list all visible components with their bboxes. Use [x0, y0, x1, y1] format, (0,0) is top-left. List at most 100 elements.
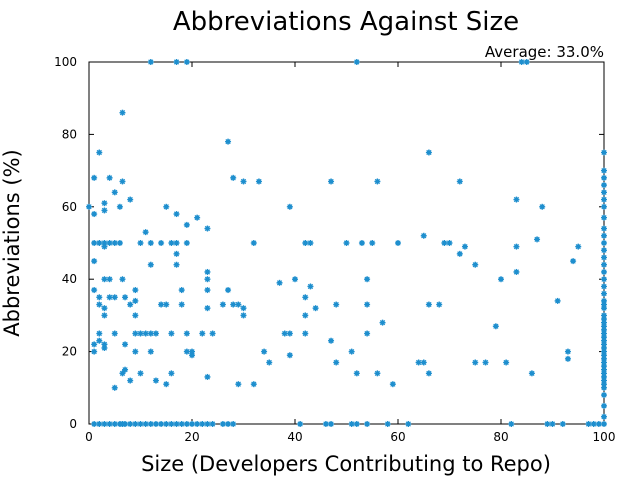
data-point: [101, 421, 108, 427]
data-point: [286, 352, 293, 359]
data-point: [601, 384, 607, 391]
data-point: [119, 276, 126, 283]
data-point: [261, 348, 268, 355]
data-point: [564, 355, 571, 362]
data-point: [111, 421, 118, 427]
x-tick-label: 20: [184, 430, 199, 444]
data-point: [122, 341, 129, 348]
data-point: [204, 287, 211, 294]
data-point: [225, 138, 232, 145]
data-point: [513, 196, 520, 203]
data-point: [111, 384, 118, 391]
data-point: [364, 421, 371, 427]
data-point: [415, 359, 422, 366]
y-tick-label: 80: [62, 127, 77, 141]
x-tick-label: 0: [85, 430, 93, 444]
data-point: [209, 421, 216, 427]
data-point: [302, 240, 309, 246]
data-point: [132, 348, 139, 355]
data-point: [111, 330, 118, 337]
x-tick-label: 60: [390, 430, 405, 444]
data-point: [456, 250, 463, 257]
y-tick-label: 20: [62, 345, 77, 359]
data-point: [152, 377, 159, 384]
data-point: [539, 203, 546, 210]
data-point: [333, 301, 340, 308]
data-point: [101, 344, 108, 351]
data-point: [194, 214, 201, 221]
data-point: [219, 421, 226, 427]
data-point: [132, 330, 139, 337]
data-point: [116, 203, 123, 210]
data-point: [601, 225, 607, 232]
data-point: [132, 297, 139, 304]
data-point: [91, 258, 98, 265]
data-point: [111, 240, 118, 246]
data-point: [322, 421, 329, 427]
data-point: [601, 149, 607, 156]
data-point: [564, 348, 571, 355]
data-point: [601, 261, 607, 268]
data-point: [91, 174, 98, 181]
y-tick-label: 40: [62, 272, 77, 286]
data-point: [158, 240, 165, 246]
data-point: [96, 337, 103, 344]
data-point: [250, 240, 257, 246]
data-point: [163, 203, 170, 210]
data-point: [364, 301, 371, 308]
data-point: [601, 402, 607, 409]
data-point: [101, 312, 108, 319]
data-point: [286, 203, 293, 210]
data-point: [498, 276, 504, 283]
data-point: [119, 109, 126, 116]
data-point: [137, 370, 144, 377]
data-point: [389, 381, 396, 388]
data-point: [91, 421, 98, 427]
data-point: [96, 294, 103, 301]
data-point: [183, 330, 190, 337]
data-point: [240, 312, 247, 319]
data-point: [328, 178, 335, 185]
data-point: [601, 214, 607, 221]
x-tick-label: 80: [493, 430, 508, 444]
data-point: [549, 421, 556, 427]
data-point: [122, 294, 129, 301]
data-point: [374, 178, 381, 185]
data-point: [183, 240, 190, 246]
data-point: [328, 421, 335, 427]
data-point: [132, 421, 139, 427]
data-point: [168, 240, 175, 246]
data-point: [96, 240, 103, 246]
data-point: [590, 421, 597, 427]
data-point: [86, 203, 92, 210]
average-annotation: Average: 33.0%: [485, 43, 604, 61]
data-point: [209, 330, 216, 337]
data-point: [425, 370, 432, 377]
data-point: [147, 421, 154, 427]
data-point: [601, 203, 607, 210]
data-point: [601, 254, 607, 261]
data-point: [163, 421, 170, 427]
data-point: [302, 312, 309, 319]
data-point: [142, 330, 149, 337]
data-point: [106, 294, 113, 301]
data-point: [266, 359, 273, 366]
data-point: [119, 178, 126, 185]
data-point: [142, 421, 149, 427]
data-point: [183, 421, 190, 427]
data-point: [523, 59, 530, 65]
data-point: [137, 421, 144, 427]
ticks-layer: 0 20 40 60 80 100 0 20 40 60 80 100: [54, 55, 615, 444]
data-point: [137, 240, 144, 246]
data-point: [456, 178, 463, 185]
data-point: [348, 348, 355, 355]
data-point: [204, 225, 211, 232]
data-point: [101, 276, 108, 283]
data-point: [297, 421, 304, 427]
data-point: [601, 196, 607, 203]
data-point: [601, 392, 607, 399]
data-point: [96, 421, 103, 427]
data-point: [183, 348, 190, 355]
